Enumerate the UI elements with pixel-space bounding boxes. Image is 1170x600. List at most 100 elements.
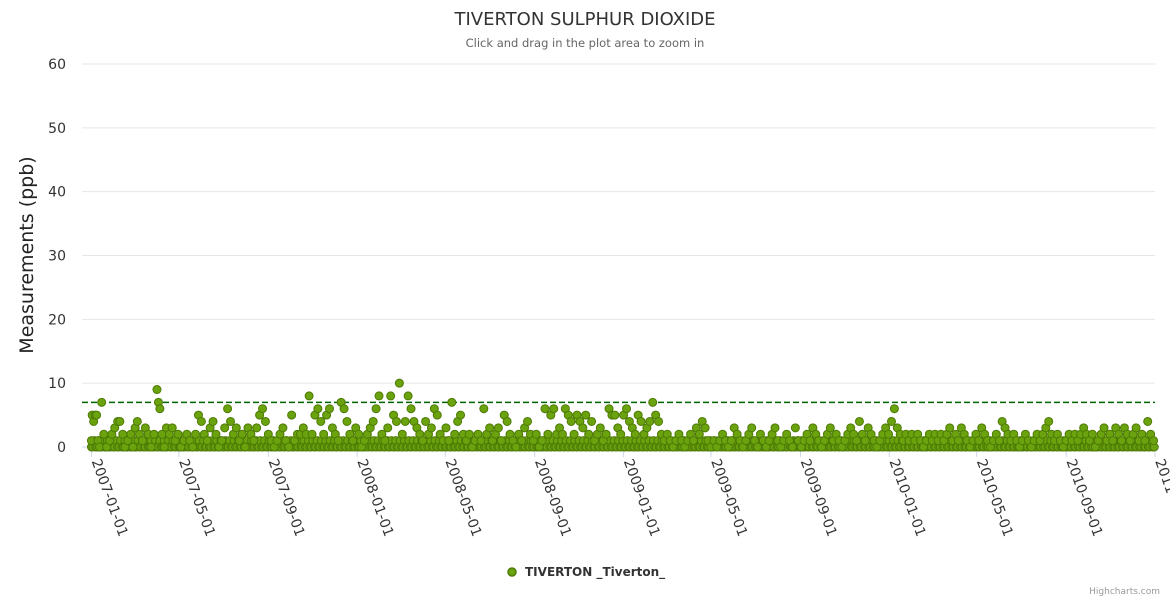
data-point[interactable]: [391, 416, 401, 426]
data-point[interactable]: [421, 416, 431, 426]
legend-item[interactable]: TIVERTON _Tiverton_: [507, 565, 665, 580]
data-point[interactable]: [648, 397, 658, 407]
data-point[interactable]: [249, 436, 259, 446]
data-point[interactable]: [578, 423, 588, 433]
data-point[interactable]: [237, 429, 247, 439]
data-point[interactable]: [537, 436, 547, 446]
data-point[interactable]: [790, 423, 800, 433]
scatter-series[interactable]: [86, 378, 1159, 452]
data-point[interactable]: [531, 429, 541, 439]
data-point[interactable]: [852, 436, 862, 446]
data-point[interactable]: [146, 442, 156, 452]
data-point[interactable]: [587, 416, 597, 426]
data-point[interactable]: [284, 442, 294, 452]
data-point[interactable]: [1099, 423, 1109, 433]
data-point[interactable]: [700, 423, 710, 433]
data-point[interactable]: [348, 436, 358, 446]
data-point[interactable]: [622, 404, 632, 414]
data-point[interactable]: [319, 429, 329, 439]
data-point[interactable]: [325, 404, 335, 414]
data-point[interactable]: [155, 404, 165, 414]
data-point[interactable]: [441, 423, 451, 433]
data-point[interactable]: [188, 442, 198, 452]
data-point[interactable]: [1131, 423, 1141, 433]
data-point[interactable]: [805, 436, 815, 446]
data-point[interactable]: [886, 416, 896, 426]
data-point[interactable]: [584, 429, 594, 439]
data-point[interactable]: [278, 423, 288, 433]
data-point[interactable]: [1140, 436, 1150, 446]
data-point[interactable]: [581, 410, 591, 420]
data-point[interactable]: [403, 391, 413, 401]
data-point[interactable]: [226, 416, 236, 426]
data-point[interactable]: [92, 410, 102, 420]
data-point[interactable]: [543, 429, 553, 439]
data-point[interactable]: [636, 416, 646, 426]
data-point[interactable]: [569, 429, 579, 439]
data-point[interactable]: [479, 404, 489, 414]
data-point[interactable]: [159, 442, 169, 452]
data-point[interactable]: [549, 404, 559, 414]
data-point[interactable]: [860, 436, 870, 446]
data-point[interactable]: [511, 442, 521, 452]
data-point[interactable]: [97, 397, 107, 407]
data-point[interactable]: [354, 429, 364, 439]
data-point[interactable]: [380, 436, 390, 446]
data-point[interactable]: [313, 404, 323, 414]
data-point[interactable]: [557, 429, 567, 439]
data-point[interactable]: [825, 423, 835, 433]
data-point[interactable]: [240, 442, 250, 452]
data-point[interactable]: [595, 423, 605, 433]
data-point[interactable]: [517, 436, 527, 446]
data-point[interactable]: [787, 442, 797, 452]
data-point[interactable]: [485, 423, 495, 433]
data-point[interactable]: [502, 416, 512, 426]
data-point[interactable]: [339, 404, 349, 414]
data-point[interactable]: [974, 436, 984, 446]
data-point[interactable]: [1108, 436, 1118, 446]
data-point[interactable]: [630, 429, 640, 439]
data-point[interactable]: [220, 423, 230, 433]
data-point[interactable]: [753, 442, 763, 452]
data-point[interactable]: [1149, 436, 1159, 446]
data-point[interactable]: [304, 391, 314, 401]
data-point[interactable]: [456, 410, 466, 420]
legend-label[interactable]: TIVERTON _Tiverton_: [525, 565, 665, 580]
data-point[interactable]: [342, 416, 352, 426]
data-point[interactable]: [654, 416, 664, 426]
data-point[interactable]: [994, 436, 1004, 446]
data-point[interactable]: [307, 429, 317, 439]
data-point[interactable]: [126, 429, 136, 439]
data-point[interactable]: [1117, 436, 1127, 446]
data-point[interactable]: [208, 416, 218, 426]
data-point[interactable]: [400, 416, 410, 426]
data-point[interactable]: [953, 436, 963, 446]
data-point[interactable]: [149, 429, 159, 439]
data-point[interactable]: [464, 429, 474, 439]
data-point[interactable]: [540, 404, 550, 414]
data-point[interactable]: [115, 416, 125, 426]
data-point[interactable]: [496, 436, 506, 446]
data-point[interactable]: [316, 416, 326, 426]
data-point[interactable]: [645, 416, 655, 426]
data-point[interactable]: [1044, 416, 1054, 426]
data-point[interactable]: [523, 416, 533, 426]
data-point[interactable]: [770, 423, 780, 433]
data-point[interactable]: [432, 410, 442, 420]
data-point[interactable]: [167, 423, 177, 433]
data-point[interactable]: [137, 436, 147, 446]
data-point[interactable]: [386, 391, 396, 401]
data-point[interactable]: [173, 429, 183, 439]
data-point[interactable]: [260, 416, 270, 426]
data-point[interactable]: [211, 429, 221, 439]
data-point[interactable]: [132, 416, 142, 426]
data-point[interactable]: [217, 436, 227, 446]
data-point[interactable]: [371, 404, 381, 414]
data-point[interactable]: [493, 423, 503, 433]
data-point[interactable]: [202, 436, 212, 446]
data-point[interactable]: [99, 429, 109, 439]
data-point[interactable]: [333, 436, 343, 446]
credits-link[interactable]: Highcharts.com: [1089, 587, 1160, 597]
data-point[interactable]: [128, 442, 138, 452]
